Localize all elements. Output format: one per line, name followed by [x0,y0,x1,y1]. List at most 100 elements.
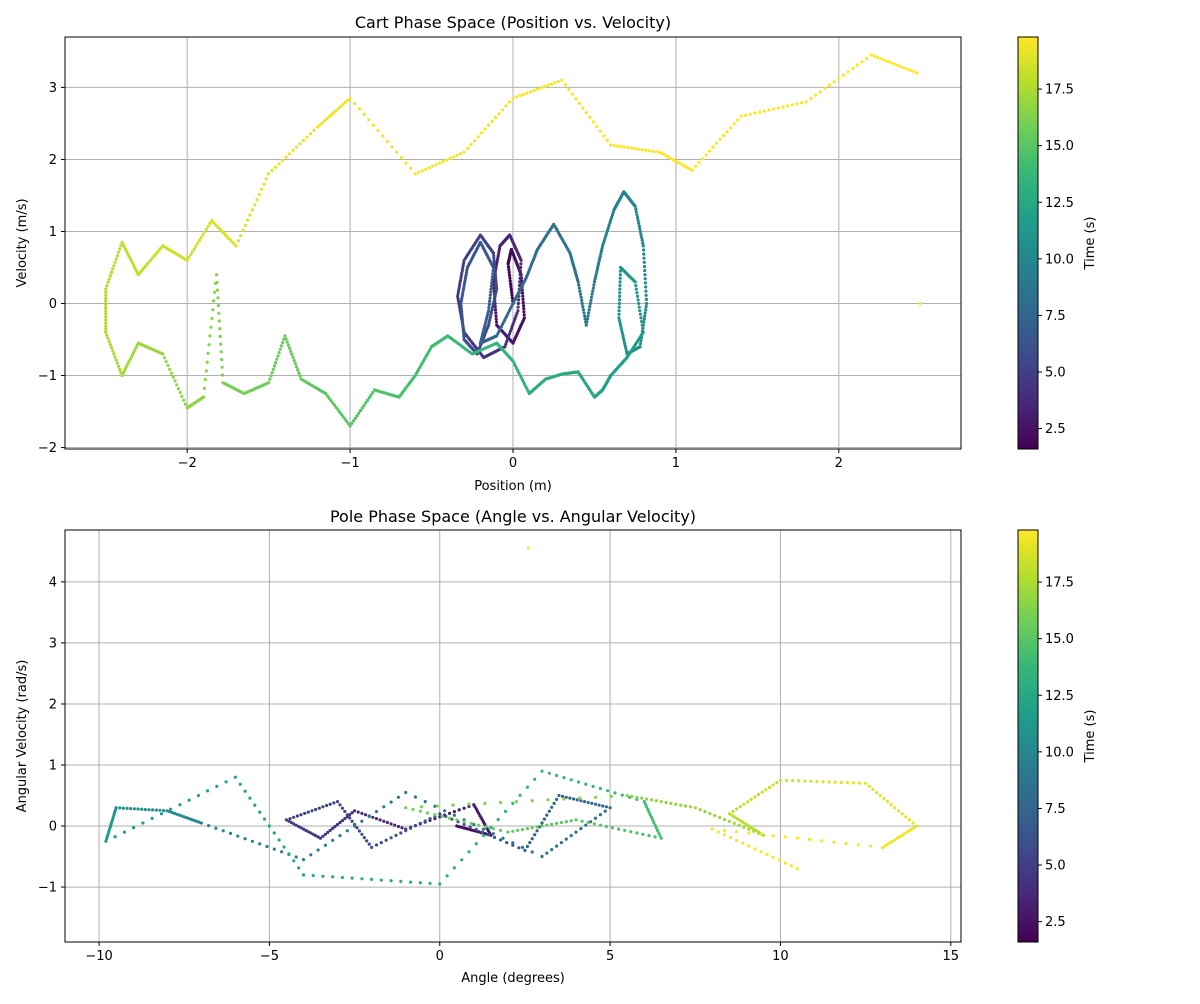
pole-trajectory-point [214,826,218,830]
cart-trajectory-point [461,327,465,331]
pole-data-point [540,854,544,859]
cart-trajectory-point [192,247,196,251]
pole-trajectory-point [379,841,383,845]
cart-trajectory-point [595,270,599,274]
cart-scatter-points [104,53,922,428]
cart-trajectory-point [532,88,536,93]
pole-trajectory-point [141,821,145,825]
pole-trajectory-point [147,808,151,812]
cart-trajectory-point [113,260,117,264]
pole-trajectory-point [722,833,727,837]
pole-trajectory-point [754,829,758,833]
pole-trajectory-point [113,835,117,839]
cart-trajectory-point [325,394,329,398]
cart-trajectory-point [622,339,626,343]
pole-data-point [318,836,323,840]
pole-trajectory-point [882,797,886,801]
cart-trajectory-point [651,149,655,153]
pole-data-point [438,882,442,886]
pole-trajectory-point [491,832,495,836]
cart-trajectory-point [643,277,647,281]
pole-data-point [455,824,459,828]
pole-trajectory-point [360,819,364,823]
cart-data-point [348,424,352,428]
cart-x-ticks: −2 −1 0 1 2 [178,449,843,471]
pole-trajectory-point [125,806,129,811]
cart-trajectory-point [643,273,647,277]
cart-trajectory-point [371,390,375,395]
cart-trajectory-point [485,313,489,317]
pole-trajectory-point [272,847,276,851]
pole-trajectory-point [765,853,769,857]
cart-trajectory-point [732,122,736,126]
cart-trajectory-point [827,83,832,87]
cart-trajectory-point [644,293,648,297]
cart-trajectory-point [216,296,220,300]
cart-trajectory-point [390,145,394,149]
pole-trajectory-point [759,832,763,836]
pole-trajectory-point [443,809,447,813]
cart-trajectory-point [301,138,306,142]
pole-trajectory-point [464,827,469,831]
pole-trajectory-point [732,815,736,819]
pole-trajectory-point [730,813,734,817]
cart-trajectory-point [281,341,285,345]
pole-trajectory-point [460,858,464,862]
pole-trajectory-point [654,799,658,803]
cart-trajectory-point [644,285,648,289]
pole-trajectory-point [491,827,495,831]
pole-trajectory-point [224,780,228,784]
pole-trajectory-point [657,831,661,835]
pole-trajectory-point [606,789,610,793]
cart-trajectory-point [483,127,487,131]
pole-trajectory-point [645,797,649,801]
pole-colorbar-tick-label: 7.5 [1045,802,1066,817]
cart-trajectory-point [594,275,598,279]
cart-trajectory-point [159,246,163,250]
cart-trajectory-point [115,254,119,258]
cart-trajectory-point [577,372,581,376]
cart-trajectory-point [285,340,289,344]
cart-x-tick-label: −2 [178,456,197,471]
pole-trajectory-point [292,859,296,863]
pole-trajectory-point [323,843,327,847]
pole-trajectory-point [893,806,897,810]
pole-trajectory-point [309,831,313,835]
pole-trajectory-point [474,827,478,832]
pole-trajectory-point [845,781,850,785]
cart-trajectory-point [187,255,191,260]
cart-trajectory-point [493,274,498,278]
pole-trajectory-point [132,807,136,811]
cart-trajectory-point [369,393,373,397]
pole-trajectory-point [419,805,424,809]
cart-trajectory-point [417,170,421,174]
pole-trajectory-point [228,831,233,836]
cart-trajectory-point [320,121,324,125]
pole-data-point [335,800,340,804]
pole-trajectory-point [267,824,271,828]
pole-trajectory-point [423,800,427,804]
cart-trajectory-point [591,289,595,293]
cart-trajectory-point [104,315,108,319]
cart-trajectory-point [355,414,359,418]
pole-trajectory-point [654,826,658,830]
pole-trajectory-point [452,866,456,870]
cart-trajectory-point [364,401,368,405]
cart-trajectory-point [125,249,129,254]
cart-trajectory-point [274,165,278,169]
cart-trajectory-point [213,290,217,294]
pole-trajectory-point [732,821,736,826]
cart-trajectory-point [513,364,517,368]
pole-trajectory-point [885,842,890,846]
pole-trajectory-point [647,834,651,838]
pole-trajectory-point [189,817,194,822]
pole-trajectory-point [603,809,607,813]
cart-trajectory-point [577,286,581,290]
cart-trajectory-point [111,267,115,271]
pole-trajectory-point [413,795,417,799]
cart-trajectory-point [860,60,864,64]
pole-trajectory-point [545,813,549,817]
cart-trajectory-point [551,224,555,228]
cart-trajectory-point [882,58,887,62]
cart-trajectory-point [640,319,644,324]
